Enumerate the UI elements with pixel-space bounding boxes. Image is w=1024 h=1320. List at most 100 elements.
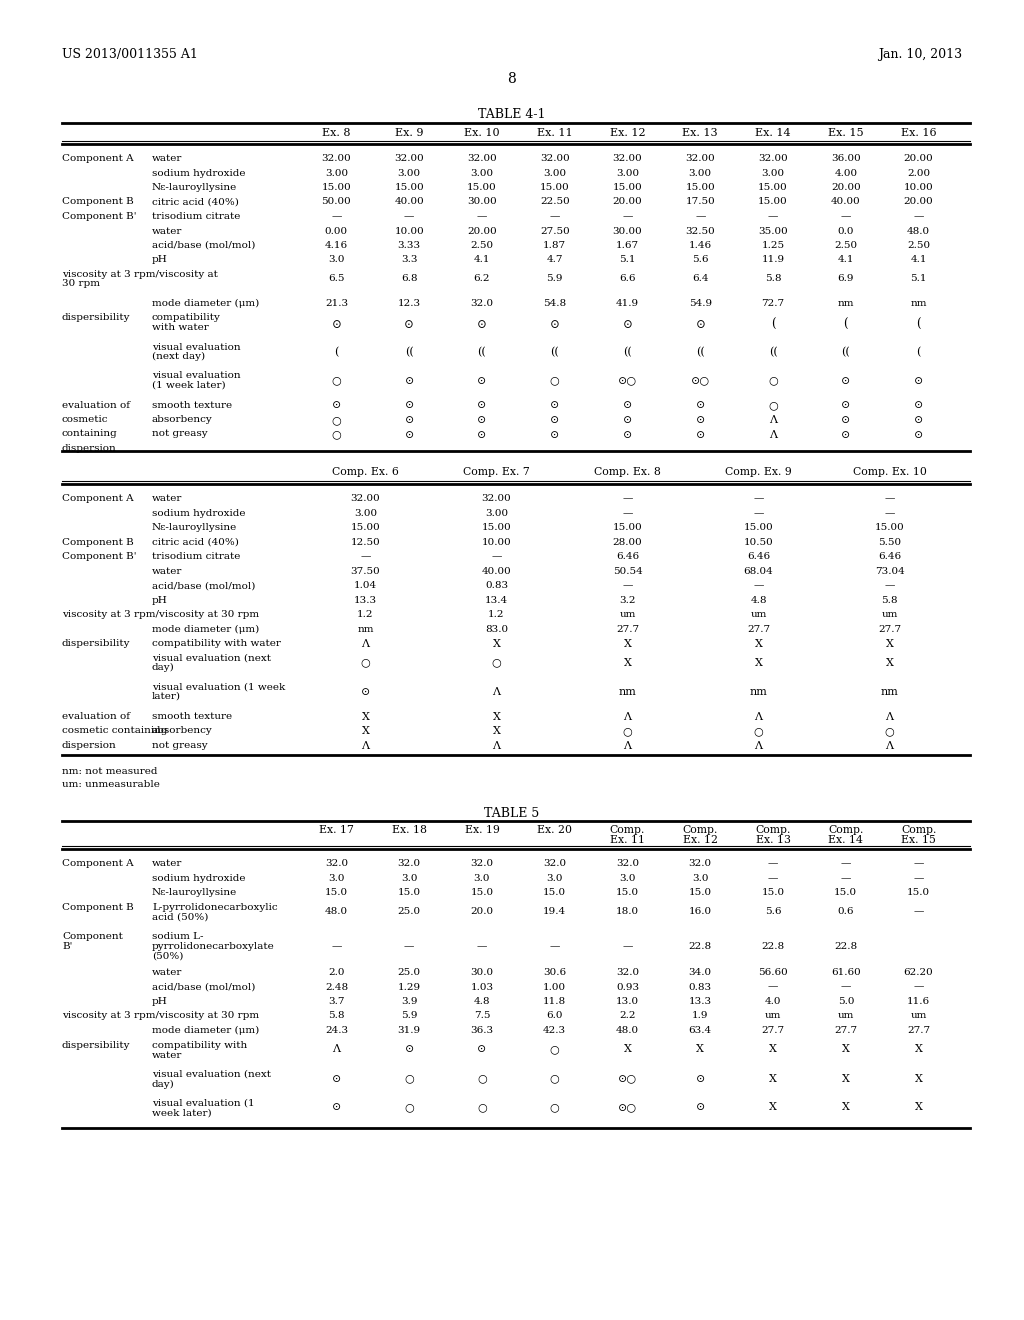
Text: 27.7: 27.7 [746,624,770,634]
Text: ○: ○ [404,1073,414,1084]
Text: —: — [331,213,342,220]
Text: nm: nm [881,686,898,697]
Text: sodium hydroxide: sodium hydroxide [152,508,246,517]
Text: ⊙: ⊙ [914,375,924,385]
Text: ⊙: ⊙ [695,414,705,425]
Text: 1.2: 1.2 [488,610,505,619]
Text: um: um [838,1011,854,1020]
Text: 5.6: 5.6 [692,256,709,264]
Text: ⊙: ⊙ [477,400,486,411]
Text: 30.00: 30.00 [612,227,642,235]
Text: day): day) [152,1080,175,1089]
Text: 32.00: 32.00 [612,154,642,162]
Text: 15.0: 15.0 [616,888,639,898]
Text: Comp.: Comp. [901,825,936,836]
Text: 56.60: 56.60 [758,968,787,977]
Text: 15.00: 15.00 [481,523,511,532]
Text: 4.1: 4.1 [838,256,854,264]
Text: 15.00: 15.00 [350,523,380,532]
Text: viscosity at 3 rpm/viscosity at 30 rpm: viscosity at 3 rpm/viscosity at 30 rpm [62,1011,259,1020]
Text: um: um [765,1011,781,1020]
Text: X: X [493,726,501,737]
Text: 25.0: 25.0 [397,968,421,977]
Text: 32.50: 32.50 [685,227,715,235]
Text: 30.00: 30.00 [467,198,497,206]
Text: ⊙: ⊙ [404,375,414,385]
Text: 15.00: 15.00 [394,183,424,191]
Text: 61.60: 61.60 [830,968,861,977]
Text: 1.00: 1.00 [543,982,566,991]
Text: 15.0: 15.0 [397,888,421,898]
Text: Ex. 14: Ex. 14 [828,836,863,845]
Text: X: X [914,1073,923,1084]
Text: X: X [842,1044,850,1055]
Text: 3.0: 3.0 [328,874,345,883]
Text: Λ: Λ [624,741,632,751]
Text: smooth texture: smooth texture [152,711,232,721]
Text: 48.0: 48.0 [616,1026,639,1035]
Text: water: water [152,968,182,977]
Text: X: X [755,657,763,668]
Text: 20.00: 20.00 [467,227,497,235]
Text: ○: ○ [332,414,341,425]
Text: 30.6: 30.6 [543,968,566,977]
Text: 3.9: 3.9 [401,997,418,1006]
Text: 6.5: 6.5 [328,275,345,282]
Text: ⊙: ⊙ [695,318,706,330]
Text: ⊙: ⊙ [914,400,924,411]
Text: 15.00: 15.00 [758,183,787,191]
Text: 15.0: 15.0 [543,888,566,898]
Text: 15.0: 15.0 [762,888,784,898]
Text: 27.7: 27.7 [835,1026,857,1035]
Text: trisodium citrate: trisodium citrate [152,213,241,220]
Text: 40.00: 40.00 [394,198,424,206]
Text: with water: with water [152,322,209,331]
Text: 1.29: 1.29 [397,982,421,991]
Text: 32.0: 32.0 [543,859,566,869]
Text: Ex. 11: Ex. 11 [610,836,645,845]
Text: ⊙: ⊙ [623,414,632,425]
Text: 30.0: 30.0 [470,968,494,977]
Text: 4.8: 4.8 [474,997,490,1006]
Text: 27.7: 27.7 [878,624,901,634]
Text: 22.8: 22.8 [835,941,857,950]
Text: 15.0: 15.0 [689,888,712,898]
Text: ⊙○: ⊙○ [617,1102,637,1113]
Text: Comp.: Comp. [610,825,645,836]
Text: 0.00: 0.00 [325,227,348,235]
Text: ⊙: ⊙ [404,429,414,440]
Text: 12.3: 12.3 [397,300,421,308]
Text: nm: nm [618,686,637,697]
Text: ⊙: ⊙ [841,375,851,385]
Text: Component: Component [62,932,123,941]
Text: 54.9: 54.9 [689,300,712,308]
Text: water: water [152,859,182,869]
Text: Component B: Component B [62,198,134,206]
Text: 2.50: 2.50 [907,242,930,249]
Text: Component B: Component B [62,537,134,546]
Text: pH: pH [152,256,168,264]
Text: Component A: Component A [62,494,133,503]
Text: Λ: Λ [769,429,777,440]
Text: X: X [769,1102,777,1113]
Text: 6.46: 6.46 [616,552,639,561]
Text: nm: nm [357,624,374,634]
Text: —: — [623,494,633,503]
Text: ○: ○ [332,429,341,440]
Text: 3.3: 3.3 [401,256,418,264]
Text: dispersibility: dispersibility [62,314,130,322]
Text: citric acid (40%): citric acid (40%) [152,537,239,546]
Text: 22.8: 22.8 [762,941,784,950]
Text: ⊙: ⊙ [550,318,560,330]
Text: 20.00: 20.00 [904,154,934,162]
Text: B': B' [62,941,73,950]
Text: viscosity at 3 rpm/viscosity at 30 rpm: viscosity at 3 rpm/viscosity at 30 rpm [62,610,259,619]
Text: water: water [152,227,182,235]
Text: 32.0: 32.0 [470,300,494,308]
Text: Ex. 10: Ex. 10 [464,128,500,139]
Text: —: — [623,508,633,517]
Text: 20.00: 20.00 [830,183,861,191]
Text: 8: 8 [508,73,516,86]
Text: —: — [768,982,778,991]
Text: ⊙: ⊙ [404,414,414,425]
